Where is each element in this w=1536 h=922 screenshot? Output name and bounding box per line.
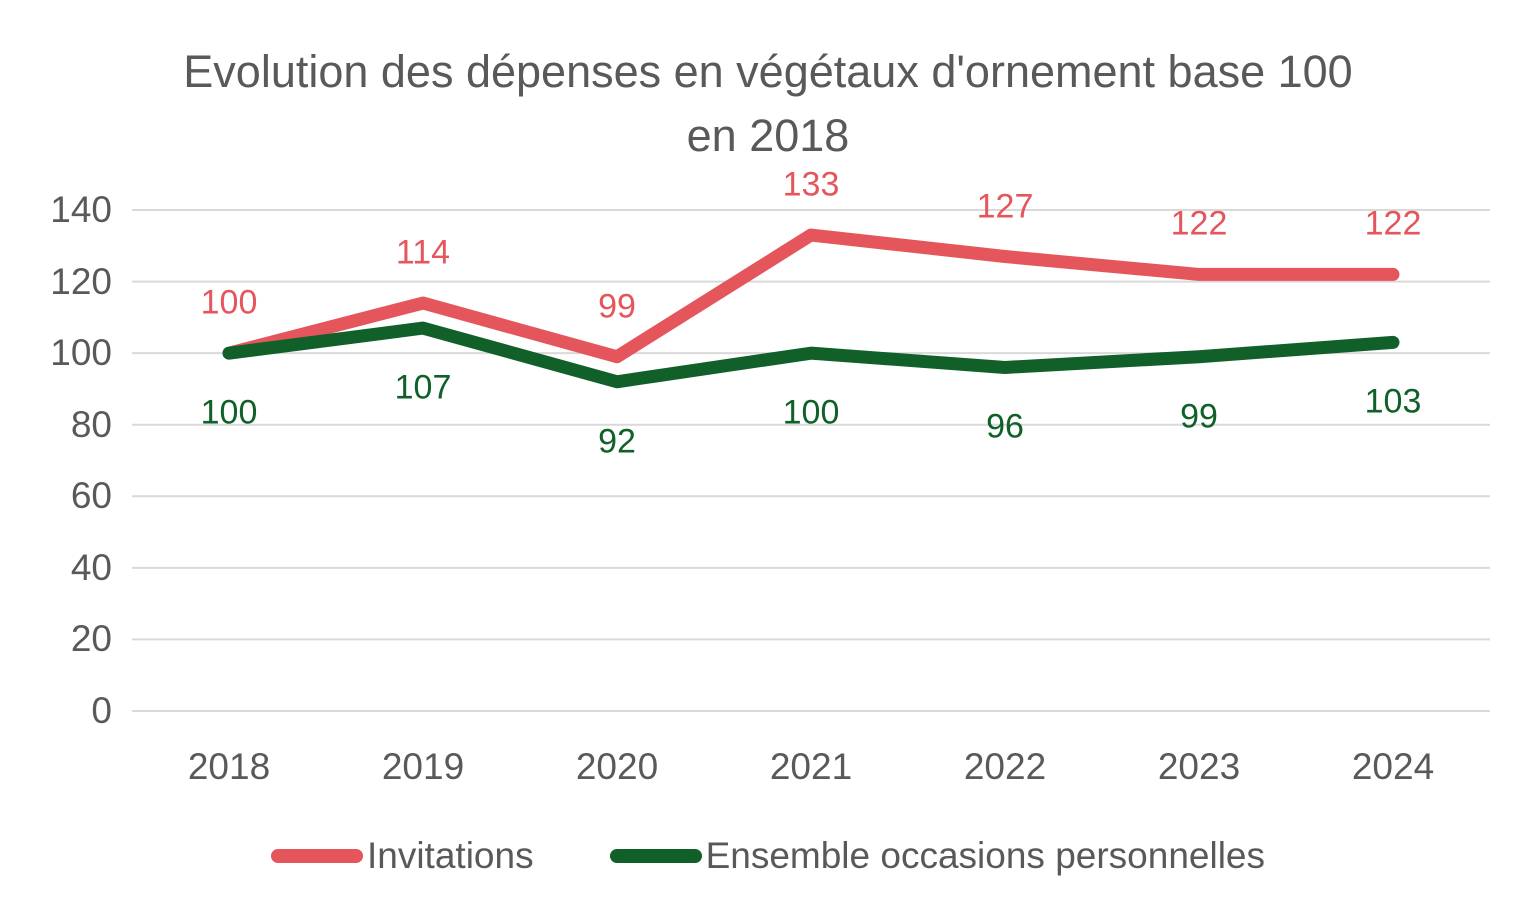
y-axis-tick-label: 120 <box>50 260 112 302</box>
data-label: 96 <box>986 407 1024 446</box>
legend: Invitations Ensemble occasions personnell… <box>0 832 1536 880</box>
data-label: 122 <box>1364 204 1422 243</box>
data-label: 114 <box>395 233 451 272</box>
legend-line-marker-icon <box>270 849 363 863</box>
y-axis-tick-label: 140 <box>50 189 112 230</box>
data-label: 100 <box>782 393 840 432</box>
series-line-ensemble-occasions-personnelles <box>222 321 1400 389</box>
y-axis-tick-label: 100 <box>50 332 112 374</box>
x-axis-tick-label: 2024 <box>1351 746 1435 787</box>
data-label: 92 <box>598 422 636 461</box>
data-label: 122 <box>1170 204 1228 243</box>
series-line-invitations <box>222 228 1400 364</box>
x-axis-tick-label: 2020 <box>575 746 659 787</box>
x-axis-tick-label: 2021 <box>769 746 853 787</box>
chart-title: Evolution des dépenses en végétaux d'orn… <box>183 46 1353 161</box>
data-label: 99 <box>598 287 636 326</box>
legend-label: Ensemble occasions personnelles <box>705 835 1266 876</box>
data-label: 133 <box>782 165 840 204</box>
y-axis-tick-label: 0 <box>91 690 112 731</box>
legend-item-ensemble-occasions-personnelles: Ensemble occasions personnelles <box>609 835 1266 877</box>
data-label: 100 <box>200 283 258 322</box>
legend-label: Invitations <box>366 835 534 876</box>
y-axis-tick-label: 20 <box>70 618 112 660</box>
x-axis-tick-label: 2019 <box>381 746 465 787</box>
y-axis-tick-label: 60 <box>70 475 112 517</box>
x-axis-tick-label: 2023 <box>1157 746 1241 787</box>
y-axis-tick-label: 40 <box>70 546 112 588</box>
data-label: 99 <box>1180 397 1218 436</box>
x-axis-tick-label: 2018 <box>187 746 271 787</box>
data-label: 100 <box>200 393 258 432</box>
data-label: 127 <box>976 187 1034 226</box>
data-label: 103 <box>1364 382 1422 421</box>
legend-item-invitations: Invitations <box>270 835 534 877</box>
x-axis-tick-label: 2022 <box>963 746 1047 787</box>
data-label: 107 <box>394 368 452 407</box>
y-axis-tick-label: 80 <box>70 403 112 445</box>
legend-line-marker-icon <box>609 849 702 863</box>
